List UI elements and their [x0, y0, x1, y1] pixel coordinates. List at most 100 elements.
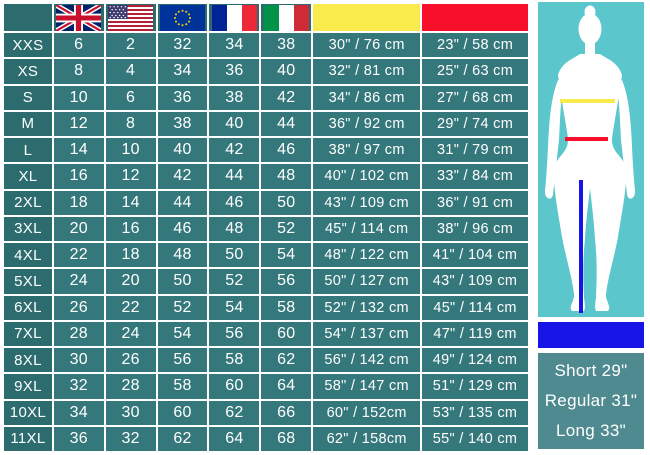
size-label-cell: 4XL	[4, 243, 52, 268]
us-size-cell: 10	[105, 138, 156, 163]
uk-size-cell: 30	[53, 348, 104, 373]
waist-measurement-cell: 25" / 63 cm	[422, 59, 528, 84]
chest-measurement-cell: 54" / 137 cm	[313, 321, 421, 346]
us-size-cell: 16	[105, 216, 156, 241]
waist-measurement-cell: 38" / 96 cm	[422, 216, 528, 241]
eu-size-cell: 44	[157, 190, 208, 215]
uk-size-cell: 14	[53, 138, 104, 163]
chest-measurement-cell: 48" / 122 cm	[313, 243, 421, 268]
eu-flag-icon	[160, 4, 206, 31]
size-label-cell: XL	[4, 164, 52, 189]
eu-size-cell: 52	[157, 295, 208, 320]
it-size-cell: 44	[261, 111, 312, 136]
chest-measurement-cell: 40" / 102 cm	[313, 164, 421, 189]
chest-measurement-cell: 52" / 132 cm	[313, 295, 421, 320]
us-size-cell: 14	[105, 190, 156, 215]
it-size-cell: 54	[261, 243, 312, 268]
eu-size-cell: 54	[157, 321, 208, 346]
fr-size-cell: 50	[209, 243, 260, 268]
uk-size-cell: 6	[53, 33, 104, 58]
italy-flag-icon	[263, 4, 309, 31]
waist-measurement-cell: 49" / 124 cm	[422, 348, 528, 373]
waist-measurement-cell: 55" / 140 cm	[422, 426, 528, 451]
uk-flag-icon	[56, 4, 102, 31]
chest-measurement-cell: 34" / 86 cm	[313, 85, 421, 110]
inseam-measure-line	[579, 180, 583, 313]
us-size-cell: 20	[105, 269, 156, 294]
waist-measurement-cell: 33" / 84 cm	[422, 164, 528, 189]
us-size-cell: 6	[105, 85, 156, 110]
chest-measurement-header-swatch	[313, 4, 421, 31]
length-option-regular: Regular 31"	[544, 391, 638, 410]
table-row: 5XL 24 20 50 52 56 50" / 127 cm 43" / 109 cm	[4, 269, 528, 294]
chest-measurement-cell: 62" / 158cm	[313, 426, 421, 451]
eu-size-cell: 40	[157, 138, 208, 163]
fr-size-cell: 62	[209, 400, 260, 425]
waist-measurement-cell: 45" / 114 cm	[422, 295, 528, 320]
size-label-cell: L	[4, 138, 52, 163]
it-size-cell: 56	[261, 269, 312, 294]
size-label-cell: 2XL	[4, 190, 52, 215]
fr-size-cell: 60	[209, 374, 260, 399]
waist-measurement-header-swatch	[422, 4, 528, 31]
italy-column-header	[261, 4, 312, 31]
leg-length-options: Short 29" Regular 31" Long 33"	[538, 353, 644, 449]
table-row: 7XL 28 24 54 56 60 54" / 137 cm 47" / 119 cm	[4, 321, 528, 346]
us-size-cell: 30	[105, 400, 156, 425]
size-chart-header	[4, 4, 528, 31]
us-size-cell: 32	[105, 426, 156, 451]
eu-size-cell: 34	[157, 59, 208, 84]
uk-size-cell: 16	[53, 164, 104, 189]
size-label-cell: S	[4, 85, 52, 110]
fr-size-cell: 58	[209, 348, 260, 373]
table-row: 10XL 34 30 60 62 66 60" / 152cm 53" / 135 cm	[4, 400, 528, 425]
waist-measurement-cell: 47" / 119 cm	[422, 321, 528, 346]
us-size-cell: 2	[105, 33, 156, 58]
uk-size-cell: 10	[53, 85, 104, 110]
size-label-cell: 5XL	[4, 269, 52, 294]
table-row: L 14 10 40 42 46 38" / 97 cm 31" / 79 cm	[4, 138, 528, 163]
chest-measurement-cell: 60" / 152cm	[313, 400, 421, 425]
header-row	[4, 4, 528, 31]
it-size-cell: 64	[261, 374, 312, 399]
size-label-cell: XS	[4, 59, 52, 84]
uk-column-header	[53, 4, 104, 31]
eu-size-cell: 32	[157, 33, 208, 58]
fr-size-cell: 64	[209, 426, 260, 451]
eu-size-cell: 38	[157, 111, 208, 136]
chest-measurement-cell: 32" / 81 cm	[313, 59, 421, 84]
waist-measurement-cell: 23" / 58 cm	[422, 33, 528, 58]
it-size-cell: 52	[261, 216, 312, 241]
waist-measurement-cell: 41" / 104 cm	[422, 243, 528, 268]
size-label-cell: M	[4, 111, 52, 136]
france-column-header	[209, 4, 260, 31]
waist-measurement-cell: 31" / 79 cm	[422, 138, 528, 163]
waist-measurement-cell: 53" / 135 cm	[422, 400, 528, 425]
uk-size-cell: 36	[53, 426, 104, 451]
fr-size-cell: 38	[209, 85, 260, 110]
table-row: XS 8 4 34 36 40 32" / 81 cm 25" / 63 cm	[4, 59, 528, 84]
chest-measurement-cell: 50" / 127 cm	[313, 269, 421, 294]
fr-size-cell: 46	[209, 190, 260, 215]
it-size-cell: 50	[261, 190, 312, 215]
uk-size-cell: 28	[53, 321, 104, 346]
us-size-cell: 22	[105, 295, 156, 320]
uk-size-cell: 18	[53, 190, 104, 215]
size-label-cell: 7XL	[4, 321, 52, 346]
it-size-cell: 40	[261, 59, 312, 84]
table-row: 9XL 32 28 58 60 64 58" / 147 cm 51" / 129 cm	[4, 374, 528, 399]
table-row: 11XL 36 32 62 64 68 62" / 158cm 55" / 140 cm	[4, 426, 528, 451]
uk-size-cell: 12	[53, 111, 104, 136]
uk-size-cell: 34	[53, 400, 104, 425]
us-size-cell: 24	[105, 321, 156, 346]
france-flag-icon	[211, 4, 257, 31]
table-row: XL 16 12 42 44 48 40" / 102 cm 33" / 84 cm	[4, 164, 528, 189]
chest-measurement-cell: 38" / 97 cm	[313, 138, 421, 163]
chest-measurement-cell: 43" / 109 cm	[313, 190, 421, 215]
us-size-cell: 18	[105, 243, 156, 268]
table-row: S 10 6 36 38 42 34" / 86 cm 27" / 68 cm	[4, 85, 528, 110]
fr-size-cell: 54	[209, 295, 260, 320]
uk-size-cell: 8	[53, 59, 104, 84]
it-size-cell: 38	[261, 33, 312, 58]
